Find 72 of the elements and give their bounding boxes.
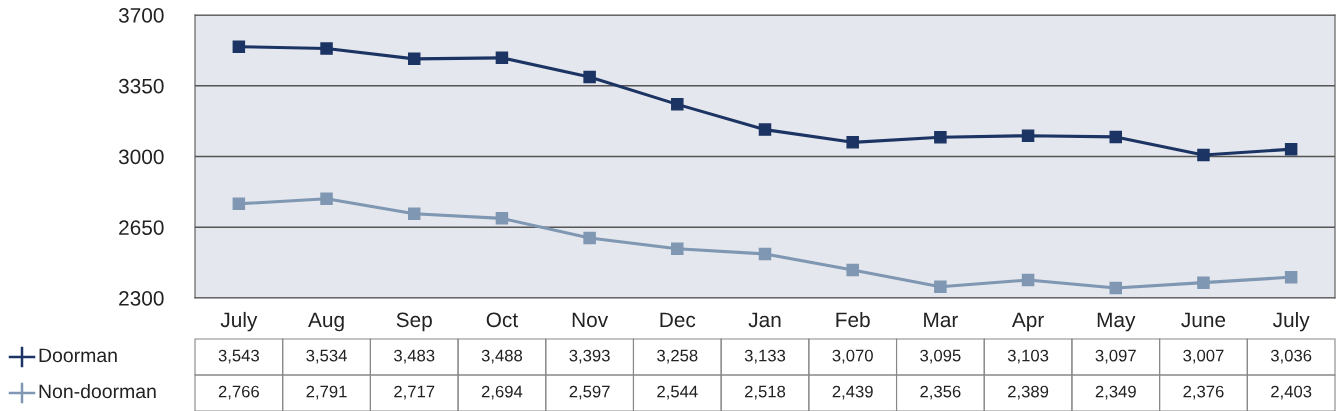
point [846,136,859,149]
data-label: 2,597 [569,385,610,400]
data-label: 3,070 [832,349,873,364]
x-tick-label: Nov [572,312,609,328]
point [495,212,509,225]
data-label: 3,103 [1007,349,1049,364]
point [1109,130,1123,144]
x-tick-label: Jan [748,312,781,328]
x-tick-label: June [1181,312,1226,328]
point [1284,142,1298,156]
point [320,192,333,205]
x-tick-label: Dec [660,312,696,328]
point [934,131,947,144]
data-label: 2,791 [306,385,347,400]
point [232,40,246,53]
point [407,207,421,220]
point [320,42,333,55]
point [758,247,772,261]
point [1197,276,1210,289]
x-tick-label: Sep [396,312,432,332]
x-tick-label: Aug [308,312,344,332]
x-tick-label: Mar [924,312,958,328]
data-label: 3,007 [1183,349,1224,364]
point [934,280,947,293]
y-tick-label: 3700 [118,8,164,23]
point [1197,148,1210,162]
data-label: 3,393 [569,349,610,364]
legend-label: Non-doorman [39,383,156,399]
point [758,123,772,136]
point [1021,129,1035,142]
data-label: 2,356 [920,385,961,400]
data-label: 2,349 [1095,385,1136,400]
point [583,70,596,84]
y-tick-label: 2300 [119,291,164,306]
y-tick-label: 2650 [119,220,164,235]
data-label: 2,518 [744,385,786,400]
y-tick-label: 3000 [118,149,164,165]
data-label: 2,544 [657,385,698,400]
x-tick-label: Feb [836,311,870,328]
data-label: 3,095 [920,349,961,364]
point [232,197,246,211]
point [671,98,684,111]
point [671,242,684,255]
legend-label: Doorman [39,348,117,363]
data-label: 2,439 [832,385,873,400]
x-tick-label: May [1097,312,1136,332]
data-label: 2,766 [218,385,259,400]
data-label: 3,036 [1270,349,1312,364]
data-label: 2,717 [394,385,435,400]
y-tick-label: 3350 [118,78,164,94]
point [846,263,859,277]
point [495,51,509,65]
x-tick-label: Oct [486,312,518,328]
data-label: 2,389 [1008,385,1049,400]
x-tick-label: Apr [1011,312,1044,332]
x-tick-label: July [220,311,258,332]
data-label: 3,133 [744,349,786,364]
data-label: 3,534 [306,349,347,364]
data-label: 3,483 [394,349,435,364]
point [1284,270,1298,284]
data-label: 3,097 [1095,349,1136,364]
data-label: 2,403 [1271,385,1312,400]
data-label: 2,694 [481,385,523,400]
data-label: 2,376 [1183,385,1224,400]
point [1021,273,1035,287]
data-label: 3,543 [218,349,259,364]
point [407,52,421,66]
point [583,231,596,245]
data-label: 3,488 [481,349,523,364]
point [1109,281,1123,295]
data-label: 3,258 [657,349,698,364]
x-tick-label: July [1272,311,1310,332]
